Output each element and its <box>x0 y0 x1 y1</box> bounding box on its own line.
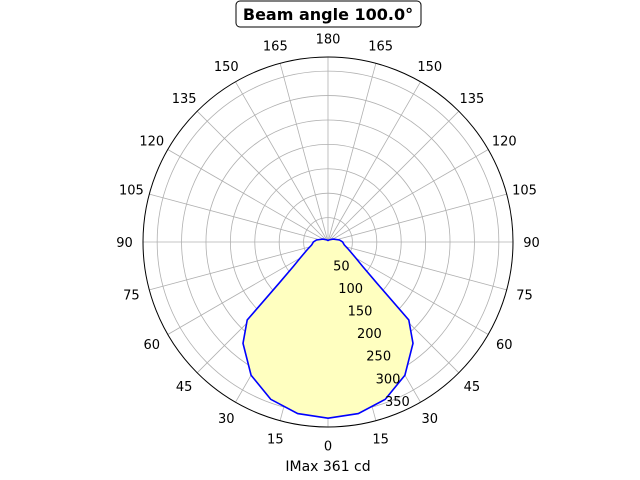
angle-tick-label: 150 <box>214 60 239 75</box>
radial-tick-label: 50 <box>333 260 350 275</box>
angle-tick-label: 75 <box>123 289 140 304</box>
title-text: Beam angle 100.0° <box>243 5 413 24</box>
angle-tick-label: 90 <box>116 236 133 251</box>
radial-tick-label: 350 <box>385 395 410 410</box>
radial-tick-labels: 50 100 150 200 250 300 350 <box>333 260 410 410</box>
angle-tick-label: 75 <box>516 289 533 304</box>
angle-tick-label: 90 <box>523 236 540 251</box>
angle-tick-label: 120 <box>492 134 517 149</box>
angle-gridline <box>327 149 489 243</box>
chart-title: Beam angle 100.0° <box>235 0 422 28</box>
angle-tick-label: 60 <box>496 338 513 353</box>
radial-tick-label: 100 <box>338 282 363 297</box>
angle-tick-label: 30 <box>218 412 235 427</box>
angle-gridline <box>196 110 329 243</box>
angle-tick-label: 30 <box>421 412 438 427</box>
angle-tick-label: 105 <box>512 183 537 198</box>
angle-tick-label: 105 <box>119 183 144 198</box>
angle-tick-label: 135 <box>172 92 197 107</box>
angle-gridline <box>279 63 329 243</box>
angle-tick-label: 165 <box>368 39 393 54</box>
polar-frame <box>142 56 514 428</box>
angle-gridline <box>327 81 421 243</box>
angle-tick-label: 135 <box>459 92 484 107</box>
radial-tick-label: 300 <box>376 372 401 387</box>
angle-tick-label: 165 <box>263 39 288 54</box>
angle-gridline <box>327 193 507 243</box>
angle-tick-label: 45 <box>464 380 481 395</box>
angle-gridline <box>149 241 329 291</box>
angle-tick-label: 120 <box>139 134 164 149</box>
radial-tick-label: 200 <box>357 327 382 342</box>
x-axis-label: IMax 361 cd <box>285 459 370 475</box>
angle-tick-label: 0 <box>324 440 332 455</box>
radial-tick-label: 150 <box>348 305 373 320</box>
angle-gridline <box>149 193 329 243</box>
angle-gridline <box>327 63 377 243</box>
angle-tick-label: 15 <box>267 433 284 448</box>
angle-tick-label: 60 <box>143 338 160 353</box>
angle-gridline <box>327 110 460 243</box>
angle-gridline <box>235 81 329 243</box>
angle-tick-label: 15 <box>372 433 389 448</box>
radial-tick-label: 250 <box>366 350 391 365</box>
angle-tick-label: 180 <box>316 33 341 48</box>
angle-gridline <box>167 149 329 243</box>
angle-tick-label: 150 <box>417 60 442 75</box>
angle-gridline <box>327 241 507 291</box>
angle-tick-label: 45 <box>176 380 193 395</box>
angle-tick-labels: 0 15 30 45 60 75 90 105 120 135 150 165 180 165 150 135… <box>116 33 540 455</box>
intensity-curve <box>242 238 414 420</box>
